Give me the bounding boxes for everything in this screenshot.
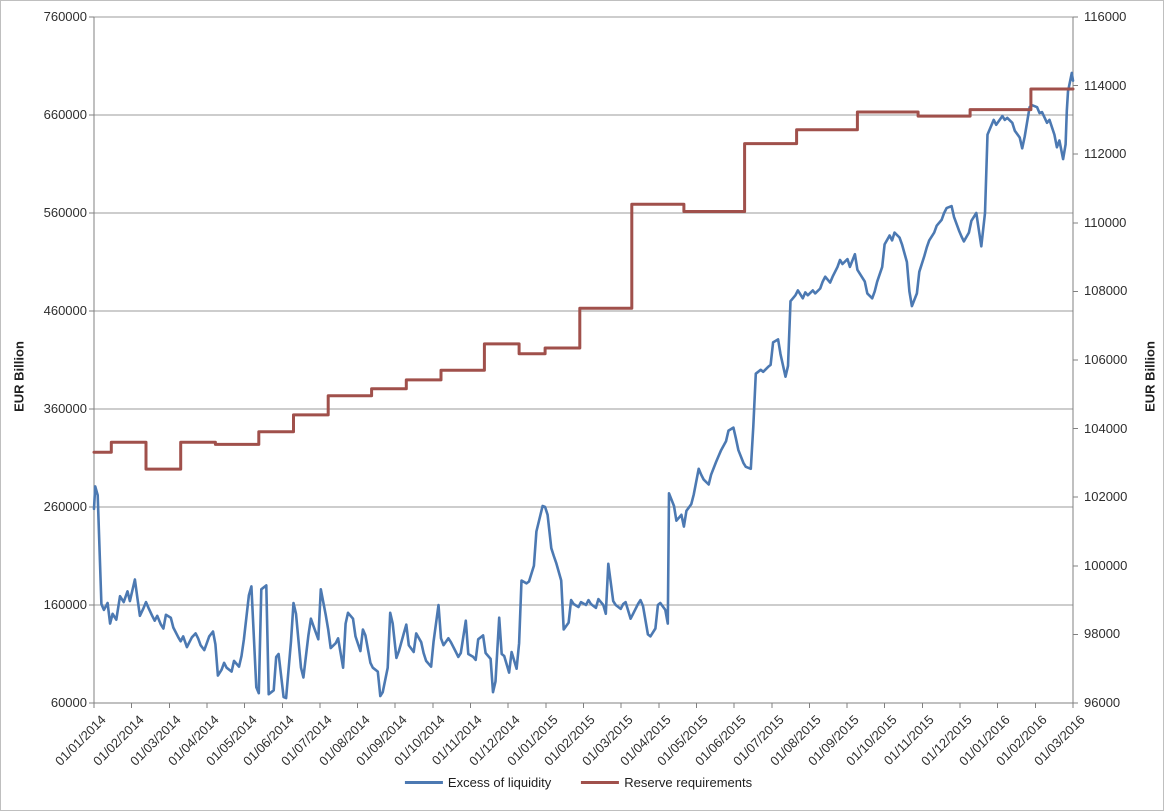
- legend-item-reserve-requirements: Reserve requirements: [581, 775, 752, 790]
- y-axis-right-tick-label: 114000: [1084, 77, 1127, 93]
- legend-item-excess-of-liquidity: Excess of liquidity: [404, 775, 552, 790]
- series-reserve-requirements-line: [92, 87, 1075, 471]
- y-axis-left-tick-label: 660000: [43, 107, 87, 122]
- y-axis-right-tick-label: 100000: [1084, 557, 1128, 573]
- y-axis-right-tick-label: 102000: [1084, 489, 1128, 505]
- reserve-requirements-line-swatch: [581, 781, 620, 784]
- y-axis-left-tick-label: 160000: [43, 597, 87, 612]
- legend: Excess of liquidity Reserve requirements: [404, 775, 752, 790]
- y-axis-right-tick-label: 112000: [1084, 146, 1127, 162]
- y-axis-left-tick-label: 460000: [43, 303, 87, 318]
- excess-of-liquidity-line-swatch: [404, 781, 443, 784]
- y-axis-right-tick-label: 98000: [1084, 626, 1121, 642]
- series-excess-of-liquidity-line: [92, 71, 1075, 700]
- y-axis-right-tick-label: 106000: [1084, 352, 1128, 367]
- y-axis-right-tick-label: 110000: [1084, 214, 1127, 230]
- y-axis-right-tick-label: 96000: [1084, 695, 1121, 710]
- legend-label: Excess of liquidity: [447, 775, 552, 790]
- y-axis-left-tick-label: 260000: [43, 499, 87, 514]
- left-axis-title: EUR Billion: [11, 341, 27, 412]
- y-axis-right-tick-label: 116000: [1084, 9, 1127, 24]
- legend-label: Reserve requirements: [624, 775, 753, 790]
- y-axis-right-tick-label: 104000: [1084, 420, 1128, 436]
- y-axis-right-tick-label: 108000: [1084, 283, 1128, 299]
- y-axis-left-tick-label: 60000: [50, 695, 87, 710]
- y-axis-left-tick-label: 560000: [43, 205, 87, 220]
- y-axis-left-tick-label: 360000: [43, 401, 87, 416]
- y-axis-left-tick-label: 760000: [43, 9, 87, 24]
- right-axis-title: EUR Billion: [1142, 341, 1158, 412]
